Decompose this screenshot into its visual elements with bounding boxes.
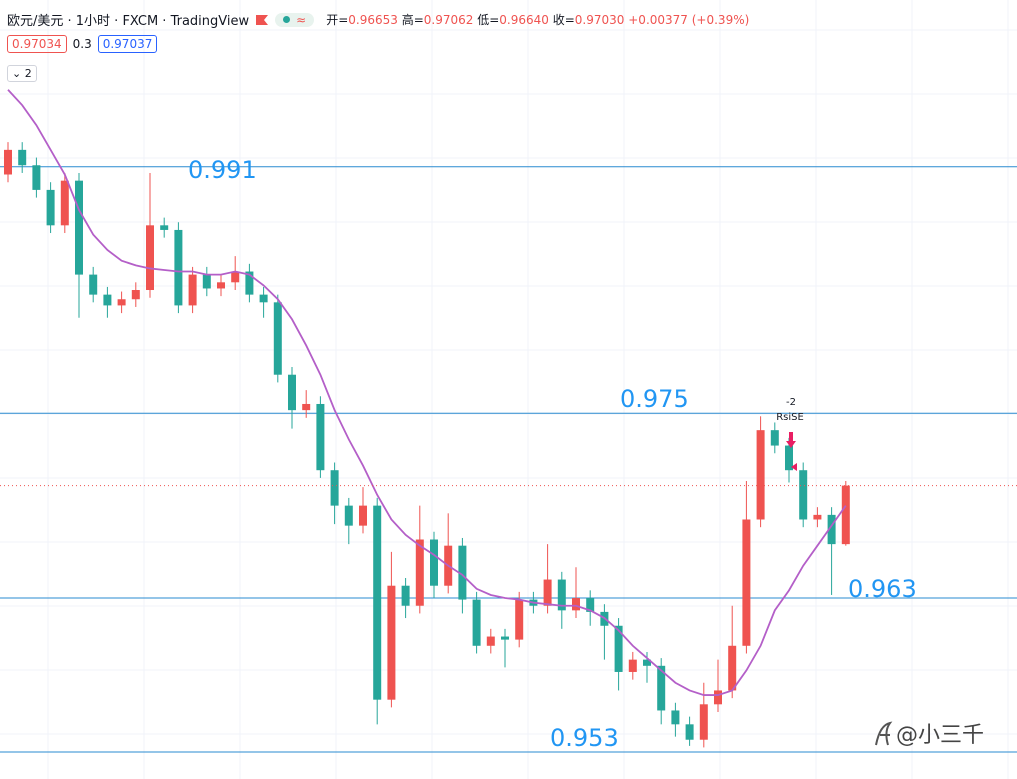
signal-name: RsiSE (776, 412, 804, 423)
candle-body (785, 445, 793, 471)
candle-body (401, 585, 410, 606)
ohlc-label: 高= (401, 13, 424, 27)
candle-body (813, 514, 822, 520)
candle-body (75, 180, 83, 275)
candle-body (60, 180, 69, 226)
candle-body (557, 579, 566, 611)
candle-body (188, 274, 197, 306)
ohlc-label: 低= (477, 13, 500, 27)
candle-body (643, 659, 651, 666)
candle-body (472, 599, 481, 646)
sell-price[interactable]: 0.97034 (7, 35, 67, 53)
moving-average (7, 89, 847, 696)
badge: ≈ (296, 12, 307, 27)
candle-body (501, 636, 509, 640)
candle-body (827, 514, 836, 545)
candle-body (359, 505, 367, 526)
buy-price[interactable]: 0.97037 (97, 35, 158, 53)
candle-body (259, 294, 268, 303)
candle-body (18, 149, 27, 166)
candle-body (160, 225, 169, 230)
ohlc-value: 0.96653 (348, 13, 398, 27)
candle-body (89, 274, 98, 295)
candle-body (430, 539, 438, 586)
level-label: 0.953 (550, 724, 619, 752)
candle-body (699, 704, 708, 740)
candle-body (543, 579, 552, 606)
level-label: 0.963 (848, 575, 917, 603)
candle-body (202, 274, 211, 289)
candle-body (657, 665, 666, 711)
candle-body (628, 659, 637, 672)
candle-body (373, 505, 382, 700)
ohlc-value: 0.97030 (574, 13, 625, 27)
candle-body (4, 149, 12, 175)
candle-body (174, 229, 183, 306)
spread: 0.3 (72, 37, 92, 51)
candle-body (146, 225, 154, 291)
candle-body (273, 302, 282, 375)
candle-body (770, 430, 779, 446)
candle-body (131, 290, 140, 300)
signal-marker (791, 463, 797, 471)
candle-body (458, 545, 467, 600)
trade-row: 0.97034 0.3 0.97037 (7, 35, 158, 53)
candle-body (742, 519, 751, 646)
candle-body (32, 165, 41, 190)
flag-icon[interactable] (255, 14, 269, 26)
signal-arrow (786, 432, 796, 448)
candle-body (330, 470, 339, 506)
ohlc: 开=0.96653 高=0.97062 低=0.96640 收=0.97030 … (326, 11, 749, 28)
candle-body (217, 282, 225, 289)
candle-body (586, 598, 595, 612)
candle-body (387, 585, 396, 700)
candle-body (515, 599, 524, 640)
candle-body (841, 485, 850, 545)
candle-body (46, 189, 55, 226)
candle-body (302, 403, 311, 411)
level-label: 0.991 (188, 156, 257, 184)
signal-value: -2 (786, 397, 796, 408)
change: +0.00377 (+0.39%) (628, 13, 750, 27)
watermark: @小三千 (896, 723, 984, 748)
watermark-icon (875, 721, 893, 746)
indicator-toggle[interactable]: ⌄ 2 (7, 65, 37, 82)
candle-body (799, 470, 808, 520)
candle-body (756, 430, 765, 520)
candle-body (728, 645, 737, 691)
candle-body (103, 294, 112, 306)
ohlc-label: 开= (326, 13, 349, 27)
candle-body (572, 598, 580, 611)
candle-body (671, 710, 680, 725)
candle-body (245, 271, 254, 295)
indicator-row: ⌄ 2 (7, 65, 37, 82)
candle-body (415, 539, 424, 606)
candle-body (486, 636, 495, 646)
candle-body (614, 625, 623, 672)
candle-body (344, 505, 353, 526)
candle-body (288, 374, 296, 411)
candle-body (714, 690, 722, 705)
ohlc-label: 收= (552, 13, 575, 27)
symbol[interactable]: 欧元/美元 · 1小时 · FXCM · TradingView (7, 14, 250, 29)
candle-body (231, 271, 240, 283)
ohlc-value: 0.97062 (423, 13, 474, 27)
status-dot (283, 16, 291, 23)
candle-body (316, 403, 325, 471)
candle-body (117, 299, 126, 306)
level-label: 0.975 (620, 385, 689, 413)
candle-body (685, 724, 694, 740)
legend-row: 欧元/美元 · 1小时 · FXCM · TradingView ≈ 开=0.9… (7, 10, 749, 29)
indicator-count: 2 (24, 67, 32, 80)
status-pill[interactable]: ≈ (275, 12, 315, 27)
ohlc-value: 0.96640 (499, 13, 549, 27)
